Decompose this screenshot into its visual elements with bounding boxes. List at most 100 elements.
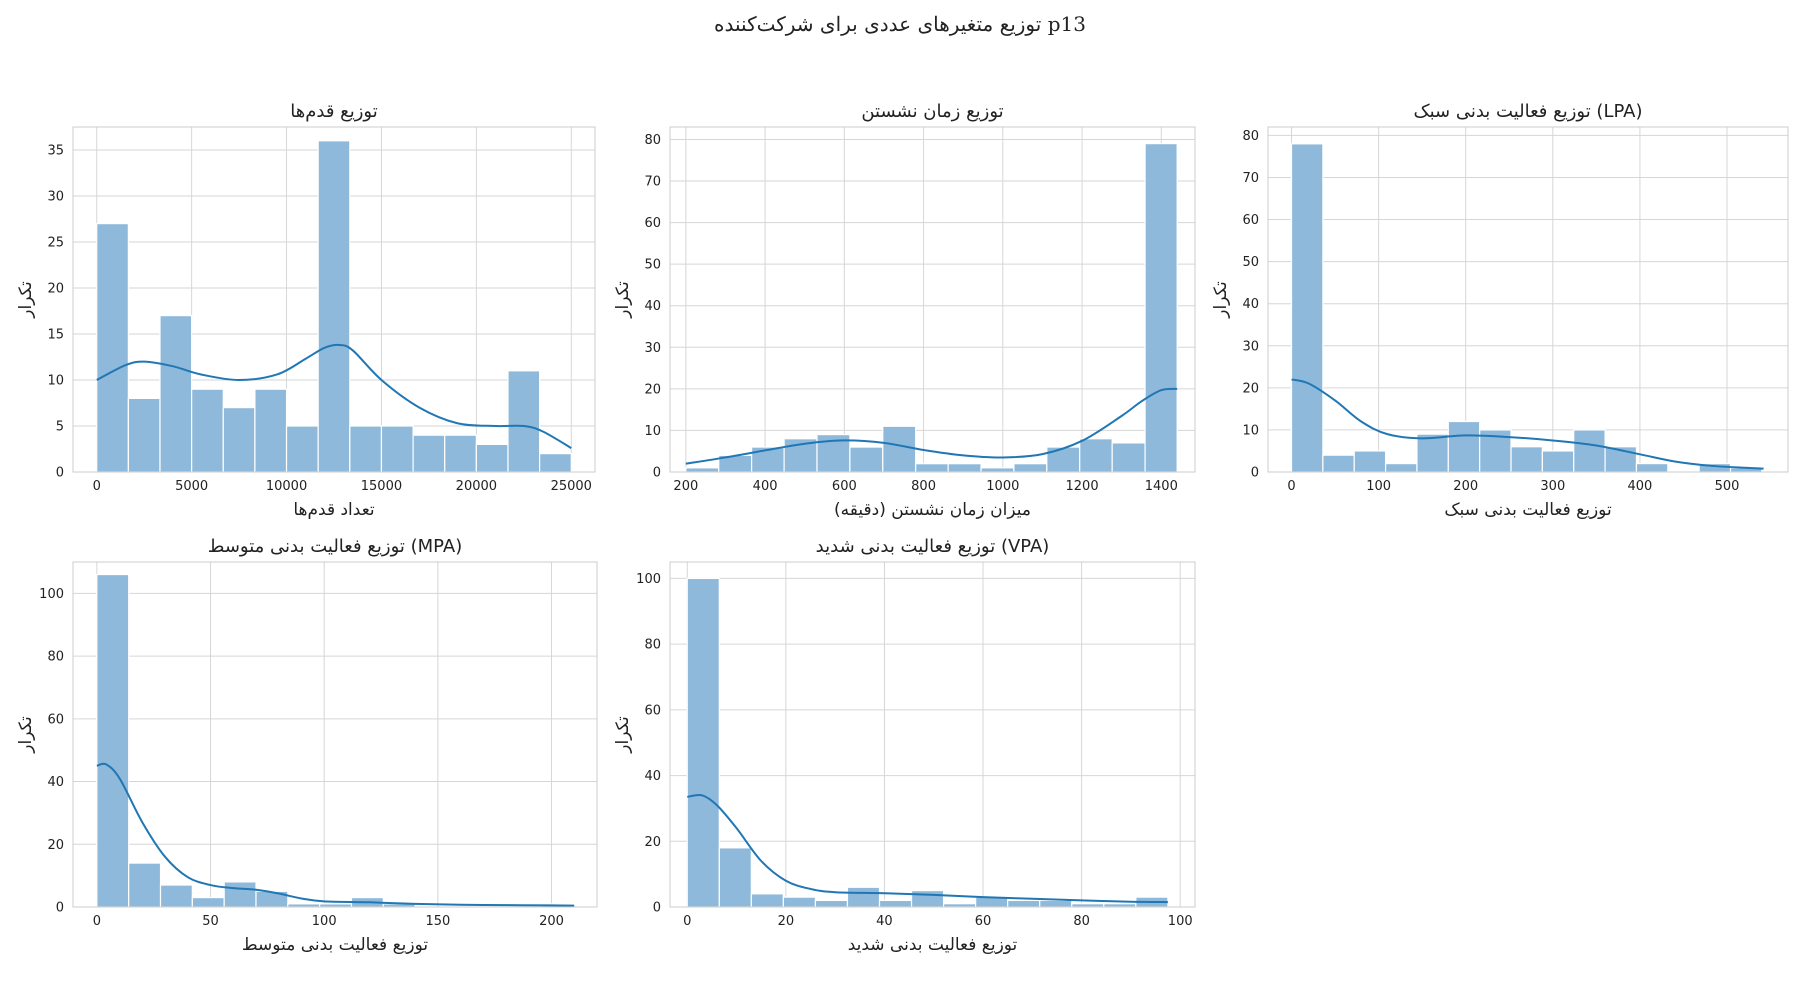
chart4-xtick-label-1: 50 [202,914,219,929]
figure-title: توزیع متغیرهای عددی برای شرکت‌کننده p13 [714,12,1086,36]
chart2-title: توزیع زمان نشستن [861,101,1003,122]
chart3-bar-2 [1353,450,1387,473]
chart1-ytick-label-4: 20 [47,282,64,297]
chart3-group: 0 100 200 300 400 500 0 10 20 30 40 50 60 70 80 توزیع ف… [1211,101,1789,520]
chart3-ytick-label-1: 10 [1242,423,1259,438]
chart2-xtick-label-4: 1000 [986,479,1019,494]
chart5-bar-3 [782,896,817,908]
chart1-bar-7 [317,140,351,473]
chart3-bar-8 [1541,450,1575,473]
chart1-bar-0 [96,223,129,473]
chart3-plot-area [1268,127,1788,472]
chart2-ytick-label-3: 30 [644,341,661,356]
chart2-group: 200 400 600 800 1000 1200 1400 0 10 20 30 40 50 60 70 8… [613,101,1196,520]
chart2-bar-14 [1144,143,1178,473]
chart1-xtick-label-0: 0 [93,479,101,494]
chart1-bar-1 [127,397,161,473]
chart2-xtick-label-6: 1400 [1145,479,1178,494]
chart5-xtick-label-2: 40 [876,914,893,929]
chart4-ytick-label-1: 20 [47,838,64,853]
chart1-bar-2 [159,315,193,473]
chart3-kde-line [1291,378,1764,470]
chart3-xtick-label-0: 0 [1287,479,1295,494]
chart3-ytick-label-7: 70 [1242,171,1259,186]
chart2-bar-10 [1013,463,1048,473]
chart1-kde-line [96,343,572,449]
chart2-xtick-label-0: 200 [673,479,698,494]
chart2-ytick-label-1: 10 [644,424,661,439]
chart4-group: 0 50 100 150 200 0 20 40 60 80 100 توزیع فعالیت بدن… [16,536,598,955]
chart1-ytick-label-6: 30 [47,190,64,205]
chart1-ytick-label-7: 35 [47,144,64,159]
chart2-ytick-label-2: 20 [644,382,661,397]
chart3-xtick-label-5: 500 [1715,479,1740,494]
chart5-group: 0 20 40 60 80 100 0 20 40 60 80 100 توزیع فعالیت بدن… [613,536,1196,955]
chart1-bar-4 [222,407,256,473]
chart5-ytick-label-5: 100 [636,572,661,587]
chart3-title: توزیع فعالیت بدنی سبک (LPA) [1413,101,1642,122]
chart5-bar-5 [846,886,881,908]
chart4-bar-4 [223,881,257,908]
chart4-xtick-label-3: 150 [425,914,450,929]
chart4-xtick-label-2: 100 [312,914,337,929]
chart1-bar-8 [349,425,383,473]
chart3-bar-11 [1635,462,1669,473]
chart3-ytick-label-8: 80 [1242,129,1259,144]
chart2-xtick-label-1: 400 [753,479,778,494]
chart4-ytick-label-0: 0 [56,901,64,916]
chart2-ytick-label-8: 80 [644,133,661,148]
chart1-xtick-label-3: 15000 [361,479,402,494]
chart1-title: توزیع قدم‌ها [290,101,378,122]
chart4-ytick-label-4: 80 [47,650,64,665]
chart1-bar-10 [412,434,446,473]
chart3-bar-4 [1416,433,1449,473]
chart2-ytick-label-6: 60 [644,216,661,231]
chart5-ytick-label-0: 0 [653,901,661,916]
chart3-xtick-label-1: 100 [1366,479,1391,494]
chart2-kde-line [685,387,1178,465]
chart1-bar-6 [285,425,319,473]
chart5-ytick-label-2: 40 [644,769,661,784]
chart5-bar-1 [718,847,752,908]
chart1-xtick-label-2: 10000 [266,479,307,494]
chart5-bar-7 [910,889,945,908]
chart4-xlabel: توزیع فعالیت بدنی متوسط [242,935,428,955]
chart1-xtick-label-5: 25000 [551,479,592,494]
chart2-ytick-label-7: 70 [644,175,661,190]
chart4-xtick-label-4: 200 [539,914,564,929]
chart1-ytick-label-0: 0 [56,466,64,481]
chart2-bar-6 [882,425,917,473]
chart1-xtick-label-1: 5000 [175,479,208,494]
chart2-bar-0 [685,467,720,473]
chart3-bar-3 [1384,462,1418,473]
chart3-ytick-label-2: 20 [1242,381,1259,396]
chart5-xtick-label-3: 60 [975,914,992,929]
chart5-ylabel: تکرار [613,716,633,754]
chart2-plot-area [670,127,1195,472]
chart4-ylabel: تکرار [16,716,36,754]
chart3-ytick-label-5: 50 [1242,255,1259,270]
chart1-bar-5 [254,388,288,473]
chart4-bar-0 [96,573,130,908]
chart4-ytick-label-3: 60 [47,712,64,727]
chart1-ytick-label-1: 5 [56,420,64,435]
chart1-bar-13 [507,370,541,473]
chart5-ytick-label-3: 60 [644,703,661,718]
chart4-title: توزیع فعالیت بدنی متوسط (MPA) [208,536,462,557]
chart2-frame [669,126,1196,473]
chart4-bar-1 [128,862,162,908]
chart1-bar-3 [191,388,224,473]
chart5-bar-11 [1039,899,1073,908]
chart2-bar-13 [1111,442,1146,473]
chart3-ytick-label-6: 60 [1242,213,1259,228]
chart4-ytick-label-5: 100 [39,587,64,602]
chart5-xtick-label-1: 20 [778,914,795,929]
chart5-frame [669,561,1196,908]
chart3-bar-9 [1573,429,1606,473]
chart1-frame [72,126,596,473]
chart5-xtick-label-0: 0 [683,914,691,929]
chart2-ylabel: تکرار [613,281,633,319]
chart3-frame [1267,126,1789,473]
chart3-bar-1 [1322,454,1355,473]
